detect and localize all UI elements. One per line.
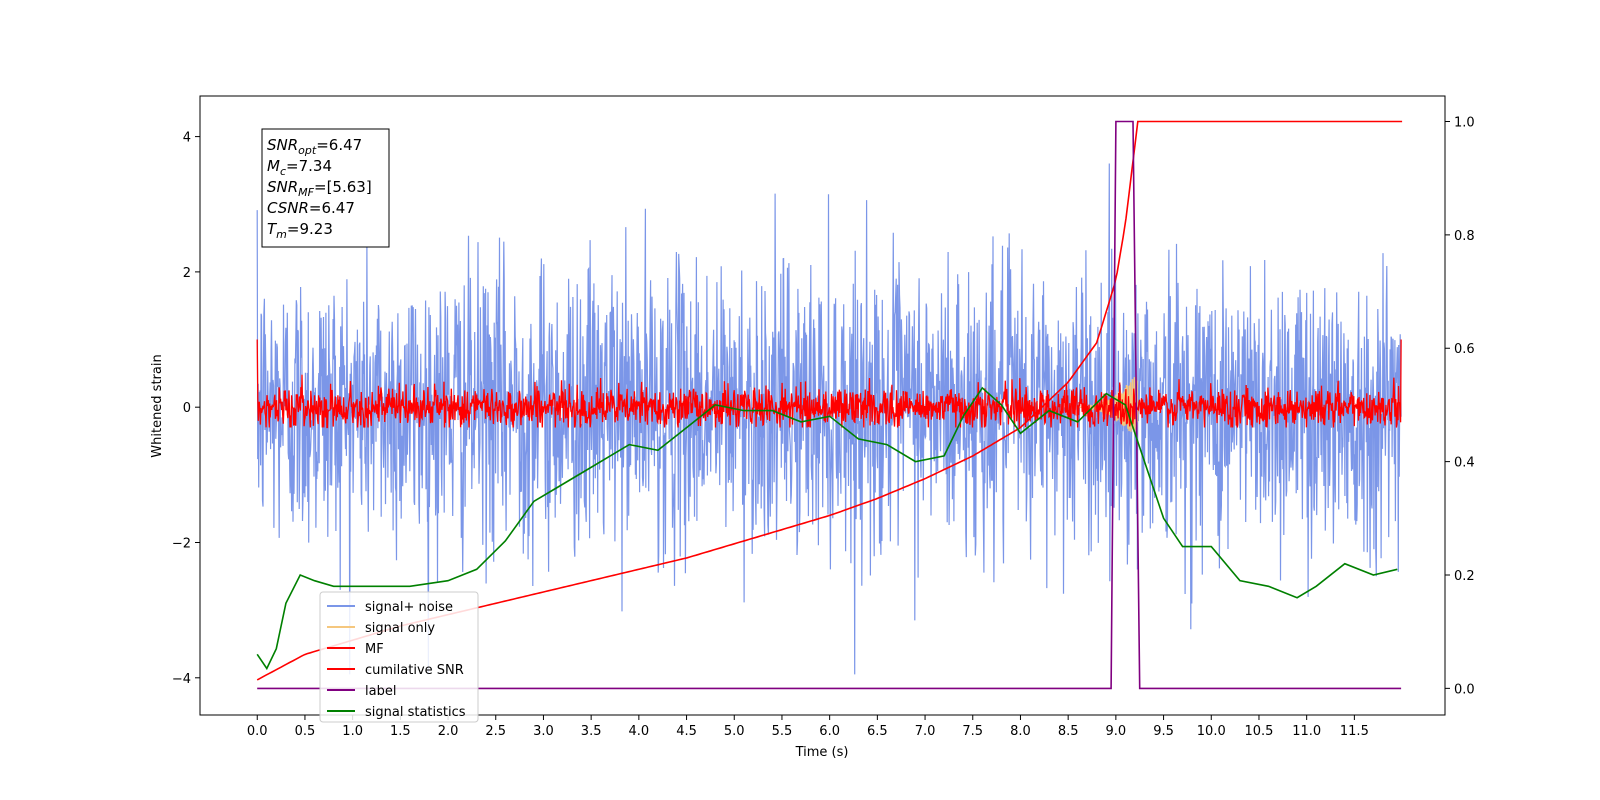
annotation-line: Tm=9.23 (267, 220, 333, 241)
x-tick-label: 3.0 (533, 724, 554, 739)
x-tick-label: 1.0 (342, 724, 363, 739)
y-axis-right-ticks: 1.0 0.8 0.6 0.4 0.2 0.0 (1445, 116, 1475, 697)
y-left-tick-label: −4 (172, 672, 191, 687)
x-tick-label: 2.5 (485, 724, 506, 739)
x-tick-label: 5.5 (772, 724, 793, 739)
y-right-tick-label: 0.2 (1454, 569, 1475, 584)
x-tick-label: 3.5 (581, 724, 602, 739)
x-tick-label: 9.0 (1106, 724, 1127, 739)
y-axis-left-ticks: 4 2 0 −2 −4 (172, 131, 200, 687)
x-tick-label: 0.0 (247, 724, 268, 739)
legend: signal+ noise signal only MF cumilative SNR… (319, 591, 479, 723)
annotation-line: SNRMF=[5.63] (267, 178, 372, 199)
x-tick-label: 5.0 (724, 724, 745, 739)
annotation-line: Mc=7.34 (267, 157, 332, 178)
legend-label: signal+ noise (365, 600, 453, 615)
annotation-line: CSNR=6.47 (267, 199, 355, 217)
x-tick-label: 2.0 (438, 724, 459, 739)
x-tick-label: 7.5 (962, 724, 983, 739)
y-axis-label: Whitened strain (150, 354, 165, 457)
x-tick-label: 0.5 (295, 724, 316, 739)
series-signal-plus-noise (256, 163, 1402, 675)
y-right-tick-label: 0.6 (1454, 342, 1475, 357)
x-tick-label: 7.0 (915, 724, 936, 739)
x-tick-label: 6.5 (867, 724, 888, 739)
x-tick-label: 10.0 (1197, 724, 1226, 739)
series-signal-statistics (256, 386, 1398, 671)
annotation-line: SNRopt=6.47 (267, 136, 362, 157)
x-tick-label: 11.5 (1340, 724, 1369, 739)
legend-label: signal only (365, 621, 435, 636)
x-axis-ticks: 0.0 0.5 1.0 1.5 2.0 2.5 3.0 3.5 4.0 4.5 5.0 5.5 6.0 6… (247, 715, 1369, 739)
x-tick-label: 6.0 (819, 724, 840, 739)
x-tick-label: 1.5 (390, 724, 411, 739)
y-left-tick-label: 4 (183, 131, 191, 146)
legend-label: label (365, 684, 396, 699)
legend-label: MF (365, 642, 384, 657)
x-axis-label: Time (s) (795, 745, 849, 760)
y-left-tick-label: 2 (183, 266, 191, 281)
x-tick-label: 4.5 (676, 724, 697, 739)
plot-frame (199, 95, 1446, 716)
x-tick-label: 8.0 (1010, 724, 1031, 739)
y-right-tick-label: 0.4 (1454, 456, 1475, 471)
x-tick-label: 10.5 (1244, 724, 1273, 739)
legend-frame (319, 591, 479, 723)
x-tick-label: 9.5 (1153, 724, 1174, 739)
y-left-tick-label: 0 (183, 401, 191, 416)
x-tick-label: 8.5 (1058, 724, 1079, 739)
y-right-tick-label: 1.0 (1454, 116, 1475, 131)
x-tick-label: 4.0 (629, 724, 650, 739)
series-mf (256, 339, 1402, 429)
x-tick-label: 11.0 (1292, 724, 1321, 739)
y-right-tick-label: 0.8 (1454, 229, 1475, 244)
legend-label: signal statistics (365, 705, 466, 720)
annotation-frame (261, 128, 390, 248)
y-left-tick-label: −2 (172, 536, 191, 551)
y-right-tick-label: 0.0 (1454, 682, 1475, 697)
legend-label: cumilative SNR (365, 663, 464, 678)
series-label (257, 120, 1402, 690)
